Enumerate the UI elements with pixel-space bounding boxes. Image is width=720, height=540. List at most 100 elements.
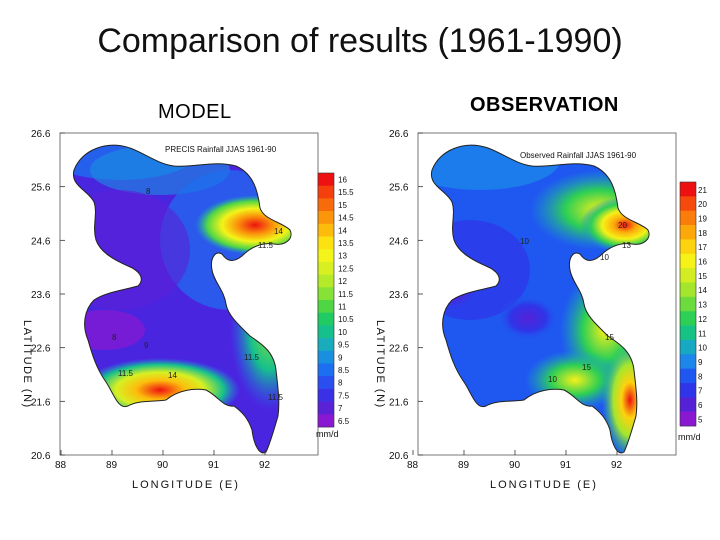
model-colorbar-label: 13.5 xyxy=(338,239,354,248)
observation-colorbar-swatch xyxy=(680,210,696,226)
observation-colorbar-swatch xyxy=(680,182,696,197)
model-contour-label: 9 xyxy=(144,341,149,350)
observation-colorbar-label: 16 xyxy=(698,258,707,267)
observation-contour-labels: 10 13 10 15 15 20 10 xyxy=(520,221,631,384)
observation-contour-label: 10 xyxy=(520,237,529,246)
model-contour-label: 14 xyxy=(274,227,283,236)
model-lat-tick-label: 26.6 xyxy=(31,129,51,140)
observation-colorbar-label: 8 xyxy=(698,372,703,381)
model-colorbar-swatch xyxy=(318,236,334,250)
model-contour-label: 11.5 xyxy=(244,353,260,362)
model-colorbar-swatch xyxy=(318,287,334,301)
model-contour-label: 11.5 xyxy=(258,241,274,250)
observation-colorbar-label: 17 xyxy=(698,243,707,252)
observation-contour-label: 20 xyxy=(618,221,627,230)
observation-lon-tick-label: 92 xyxy=(611,460,623,471)
model-colorbar-label: 15 xyxy=(338,201,347,210)
observation-colorbar-swatch xyxy=(680,225,696,240)
observation-colorbar-swatch xyxy=(680,253,696,269)
model-contour-label: 14 xyxy=(168,371,177,380)
observation-colorbar-label: 21 xyxy=(698,186,707,195)
model-lon-tick-label: 91 xyxy=(208,460,220,471)
observation-colorbar-label: 11 xyxy=(698,329,707,338)
model-colorbar-swatch xyxy=(318,249,334,263)
model-colorbar-label: 9.5 xyxy=(338,341,350,350)
model-lat-tick-label: 22.6 xyxy=(31,344,51,355)
model-lon-tick-label: 88 xyxy=(55,460,67,471)
observation-colorbar-swatch xyxy=(680,325,696,341)
model-colorbar-swatch xyxy=(318,300,334,313)
model-contour-label: 8 xyxy=(146,187,151,196)
observation-lat-tick-label: 22.6 xyxy=(389,344,409,355)
observation-lat-tick-label: 20.6 xyxy=(389,451,409,462)
model-colorbar-label: 7.5 xyxy=(338,391,350,400)
model-contour-label: 8 xyxy=(112,333,117,342)
observation-lon-tick-label: 91 xyxy=(560,460,572,471)
observation-colorbar: 21 20 19 18 17 16 15 14 13 12 11 10 9 8 7 6 5 xyxy=(679,181,707,427)
observation-colorbar-label: 7 xyxy=(698,387,703,396)
observation-colorbar-label: 20 xyxy=(698,200,707,209)
model-xlabel: LONGITUDE (E) xyxy=(132,479,240,491)
observation-lat-tick-label: 25.6 xyxy=(389,183,409,194)
model-colorbar-swatch xyxy=(318,338,334,352)
observation-colorbar-label: 15 xyxy=(698,272,707,281)
observation-lat-tick-label: 24.6 xyxy=(389,236,409,247)
model-colorbar-swatch xyxy=(318,198,334,212)
model-ylabel: LATITUDE (N) xyxy=(21,320,33,409)
observation-lat-tick-label: 26.6 xyxy=(389,129,409,140)
model-colorbar-label: 6.5 xyxy=(338,417,350,426)
slide-title: Comparison of results (1961-1990) xyxy=(97,22,623,60)
observation-colorbar-unit: mm/d xyxy=(678,432,701,442)
model-contour-label: 11.5 xyxy=(118,369,134,378)
model-colorbar-label: 14 xyxy=(338,226,347,235)
observation-lat-tick-label: 21.6 xyxy=(389,397,409,408)
observation-colorbar-label: 9 xyxy=(698,358,703,367)
model-contour-label: 11.5 xyxy=(268,393,284,402)
model-colorbar-swatch xyxy=(318,211,334,225)
observation-colorbar-swatch xyxy=(680,239,696,255)
observation-colorbar-label: 18 xyxy=(698,229,707,238)
observation-colorbar-swatch xyxy=(680,268,696,283)
model-colorbar-swatch xyxy=(318,185,334,199)
model-map-panel: PRECIS Rainfall JJAS 1961-90 81411.58911… xyxy=(21,129,354,491)
observation-map-title: Observed Rainfall JJAS 1961-90 xyxy=(520,151,637,160)
model-colorbar-label: 13 xyxy=(338,252,347,261)
observation-colorbar-swatch xyxy=(680,282,696,298)
model-longitude-ticks: 88 89 90 91 92 xyxy=(55,450,271,471)
model-colorbar-swatch xyxy=(318,325,334,339)
model-colorbar: 16 15.5 15 14.5 14 13.5 13 12.5 12 11.5 11 10.5 10 9.… xyxy=(317,172,354,428)
model-colorbar-label: 14.5 xyxy=(338,214,354,223)
observation-lat-tick-label: 23.6 xyxy=(389,290,409,301)
model-colorbar-swatch xyxy=(318,261,334,275)
model-colorbar-swatch xyxy=(318,388,334,402)
model-lat-tick-label: 20.6 xyxy=(31,451,51,462)
model-colorbar-label: 10.5 xyxy=(338,315,354,324)
model-colorbar-label: 10 xyxy=(338,328,347,337)
model-colorbar-label: 9 xyxy=(338,353,343,362)
model-colorbar-label: 8.5 xyxy=(338,366,350,375)
model-lon-tick-label: 90 xyxy=(157,460,169,471)
observation-contour-label: 13 xyxy=(622,241,631,250)
observation-colorbar-swatch xyxy=(680,382,696,398)
observation-map-panel: Observed Rainfall JJAS 1961-90 10 13 10 15 1… xyxy=(374,129,707,491)
model-colorbar-label: 7 xyxy=(338,404,343,413)
observation-contour-label: 10 xyxy=(548,375,557,384)
model-lat-tick-label: 23.6 xyxy=(31,290,51,301)
model-lon-tick-label: 89 xyxy=(106,460,118,471)
observation-lon-tick-label: 88 xyxy=(407,460,419,471)
model-colorbar-label: 11.5 xyxy=(338,290,354,299)
model-colorbar-swatch xyxy=(318,223,334,237)
model-colorbar-swatch xyxy=(318,350,334,364)
model-colorbar-swatch xyxy=(318,312,334,326)
model-lat-tick-label: 21.6 xyxy=(31,397,51,408)
observation-colorbar-swatch xyxy=(680,311,696,326)
model-colorbar-label: 12 xyxy=(338,277,347,286)
model-lat-tick-label: 24.6 xyxy=(31,236,51,247)
observation-contour-label: 10 xyxy=(600,253,609,262)
observation-latitude-ticks: 26.6 25.6 24.6 23.6 22.6 21.6 20.6 xyxy=(389,129,423,462)
observation-colorbar-label: 10 xyxy=(698,344,707,353)
observation-contour-label: 15 xyxy=(582,363,591,372)
observation-colorbar-label: 14 xyxy=(698,286,707,295)
